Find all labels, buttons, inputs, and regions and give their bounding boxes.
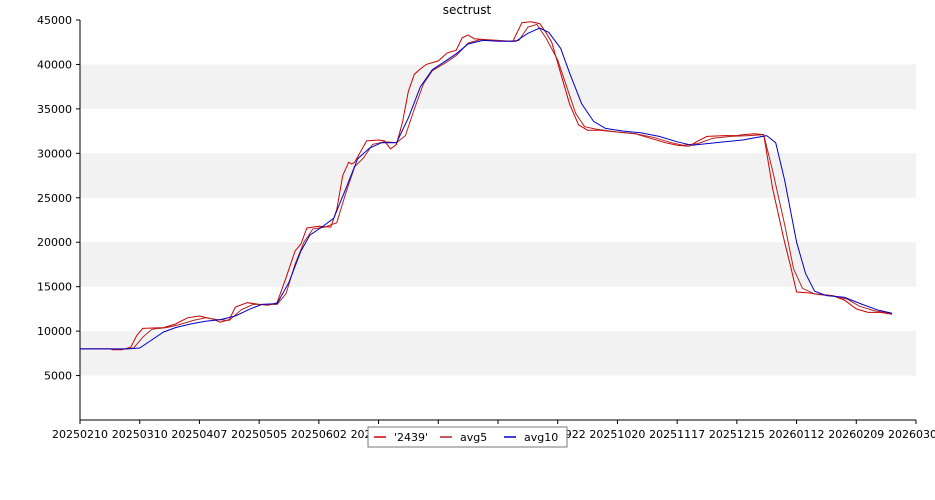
x-tick-label: 20250505 [231,428,287,441]
legend-label: avg5 [460,431,487,444]
chart-title: sectrust [443,3,492,17]
y-tick-label: 35000 [37,103,72,116]
legend-box [367,426,568,448]
y-tick-label: 40000 [37,58,72,71]
legend-label: '2439' [394,431,428,444]
y-axis-ticks: 5000 10000 15000 20000 25000 30000 35000 40000 4… [37,14,80,383]
y-tick-label: 25000 [37,192,72,205]
grid-band [80,331,916,376]
x-tick-label: 20251215 [709,428,765,441]
legend-label: avg10 [524,431,558,444]
x-tick-label: 20250407 [171,428,227,441]
grid-band [80,153,916,198]
y-tick-label: 20000 [37,236,72,249]
grid-band [80,64,916,109]
x-tick-label: 20250210 [52,428,108,441]
x-tick-label: 20260112 [769,428,825,441]
y-tick-label: 10000 [37,325,72,338]
y-tick-label: 45000 [37,14,72,27]
grid-bands [80,64,916,376]
x-tick-label: 20260209 [828,428,884,441]
x-tick-label: 20260309 [888,428,935,441]
x-tick-label: 20251117 [649,428,705,441]
series-lines [80,21,893,351]
x-tick-label: 20251020 [589,428,645,441]
x-tick-label: 20250310 [112,428,168,441]
grid-band [80,242,916,287]
x-tick-label: 20250602 [291,428,347,441]
y-tick-label: 15000 [37,281,72,294]
legend: '2439' avg5 avg10 [367,426,568,448]
series-line-avg10 [80,27,893,350]
y-tick-label: 30000 [37,147,72,160]
x-axis-ticks: 20250210 20250310 20250407 20250505 20250602… [52,420,935,441]
series-line-avg5 [80,23,893,350]
series-line-raw [80,21,893,351]
y-tick-label: 5000 [44,370,72,383]
